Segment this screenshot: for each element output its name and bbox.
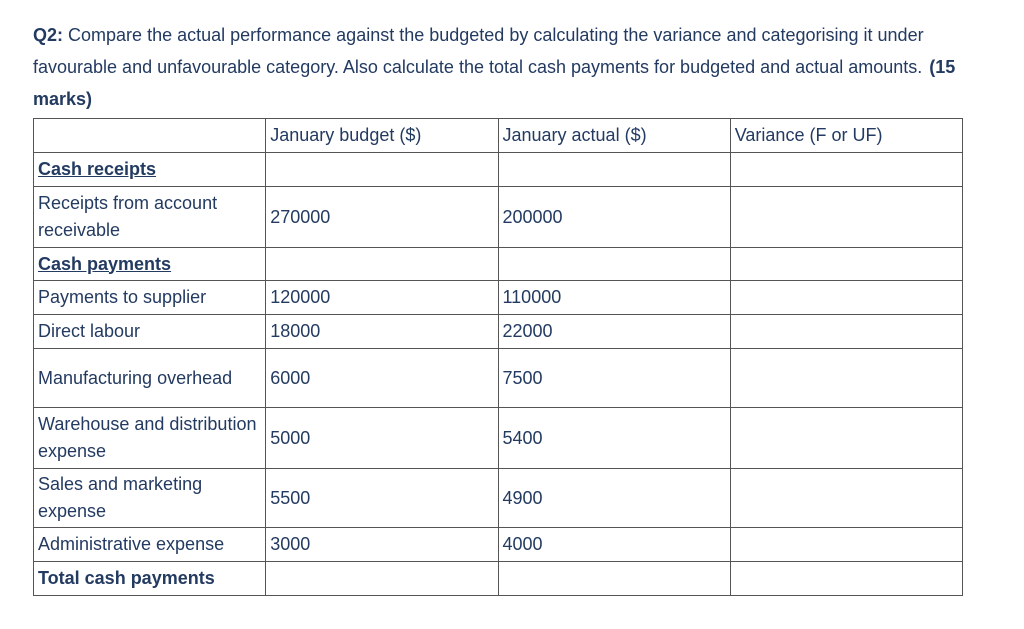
variance-cell (729, 348, 964, 408)
table-header-row: January budget ($) January actual ($) Va… (32, 118, 964, 153)
table-row-direct-labour: Direct labour 18000 22000 (32, 314, 964, 349)
header-january-actual: January actual ($) (497, 118, 731, 153)
row-label-cell: Payments to supplier (32, 280, 267, 315)
actual-cell: 200000 (497, 186, 731, 248)
actual-cell (497, 152, 731, 187)
budget-cell: 3000 (265, 527, 499, 562)
actual-cell (497, 247, 731, 281)
table-row-payments-to-supplier: Payments to supplier 120000 110000 (32, 280, 964, 315)
budget-variance-table: January budget ($) January actual ($) Va… (32, 118, 964, 596)
question-body: Compare the actual performance against t… (33, 25, 924, 77)
question-number: Q2: (33, 25, 64, 45)
actual-cell: 110000 (497, 280, 731, 315)
budget-cell: 6000 (265, 348, 499, 408)
variance-cell (729, 527, 964, 562)
variance-cell (729, 152, 964, 187)
variance-cell (729, 468, 964, 528)
actual-cell: 5400 (497, 407, 731, 469)
table-row-administrative-expense: Administrative expense 3000 4000 (32, 527, 964, 562)
table-row-total-cash-payments: Total cash payments (32, 561, 964, 596)
actual-cell (497, 561, 731, 596)
budget-cell (265, 561, 499, 596)
variance-cell (729, 280, 964, 315)
actual-cell: 4900 (497, 468, 731, 528)
budget-cell (265, 152, 499, 187)
budget-cell: 5500 (265, 468, 499, 528)
row-label-cell: Cash receipts (32, 152, 267, 187)
table-row-receipts-from-account-receivable: Receipts from account receivable 270000 … (32, 186, 964, 248)
variance-cell (729, 186, 964, 248)
table-row-sales-and-marketing-expense: Sales and marketing expense 5500 4900 (32, 468, 964, 528)
table-row-cash-payments: Cash payments (32, 247, 964, 281)
row-label-cell: Receipts from account receivable (32, 186, 267, 248)
header-january-budget: January budget ($) (265, 118, 499, 153)
row-label-cell: Manufacturing overhead (32, 348, 267, 408)
row-label-cell: Cash payments (32, 247, 267, 281)
row-label-cell: Administrative expense (32, 527, 267, 562)
budget-cell: 18000 (265, 314, 499, 349)
budget-cell: 270000 (265, 186, 499, 248)
actual-cell: 7500 (497, 348, 731, 408)
budget-cell: 5000 (265, 407, 499, 469)
budget-cell: 120000 (265, 280, 499, 315)
table-row-cash-receipts: Cash receipts (32, 152, 964, 187)
variance-cell (729, 561, 964, 596)
question-text: Q2: Compare the actual performance again… (33, 19, 1008, 115)
variance-cell (729, 247, 964, 281)
header-variance: Variance (F or UF) (729, 118, 964, 153)
header-row-label (32, 118, 267, 153)
actual-cell: 4000 (497, 527, 731, 562)
variance-cell (729, 407, 964, 469)
actual-cell: 22000 (497, 314, 731, 349)
table-row-manufacturing-overhead: Manufacturing overhead 6000 7500 (32, 348, 964, 408)
budget-cell (265, 247, 499, 281)
row-label-cell: Sales and marketing expense (32, 468, 267, 528)
table-row-warehouse-and-distribution-expense: Warehouse and distribution expense 5000 … (32, 407, 964, 469)
row-label-cell: Total cash payments (32, 561, 267, 596)
row-label-cell: Warehouse and distribution expense (32, 407, 267, 469)
question-marks: (15 marks) (33, 57, 956, 109)
row-label-cell: Direct labour (32, 314, 267, 349)
variance-cell (729, 314, 964, 349)
